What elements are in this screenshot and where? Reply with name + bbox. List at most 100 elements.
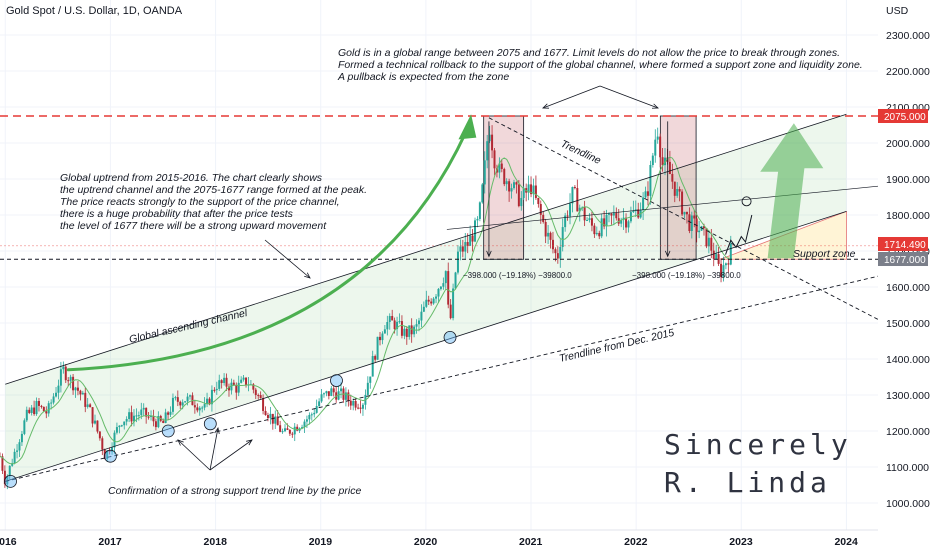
time-axis[interactable]: 2016 2017 2018 2019 2020 2021 2022 2023 2024: [0, 529, 878, 548]
candle-body: [469, 235, 472, 246]
candle-body: [352, 401, 355, 406]
candle-body: [113, 432, 116, 448]
candle-body: [544, 221, 547, 237]
candle-body: [396, 321, 399, 330]
projection-up-arrow: [760, 123, 824, 259]
candle-body: [254, 389, 257, 396]
candle-body: [291, 433, 294, 435]
candle-body: [74, 387, 77, 391]
candle-body: [184, 401, 187, 403]
candle-body: [176, 397, 179, 402]
candle-body: [332, 388, 335, 393]
candle-body: [569, 203, 572, 217]
candle-body: [132, 415, 135, 422]
candle-body: [210, 389, 213, 405]
candle-body: [123, 421, 126, 426]
candle-body: [549, 232, 552, 240]
top-note-line-1: Gold is in a global range between 2075 a…: [338, 47, 840, 59]
touch-point-marker: [4, 474, 17, 488]
candle-body: [722, 265, 725, 278]
candle-body: [442, 283, 445, 287]
candle-body: [230, 382, 233, 391]
candle-body: [712, 250, 715, 259]
confirm-arrow-2-head: [214, 426, 220, 434]
y-tick-label: 1600.000: [886, 282, 930, 294]
candle-body: [313, 412, 316, 415]
candle-body: [454, 272, 457, 289]
candle-body: [266, 415, 269, 419]
candle-body: [627, 221, 630, 228]
y-tick-label: 2300.000: [886, 30, 930, 42]
candle-body: [344, 392, 347, 400]
candle-body: [303, 421, 306, 428]
candle-body: [181, 402, 184, 406]
candle-body: [47, 403, 50, 414]
candle-body: [437, 288, 440, 297]
x-tick-label: 2023: [729, 536, 753, 548]
moving-average-line: [0, 156, 731, 465]
candle-body: [40, 405, 43, 407]
candle-body: [215, 388, 218, 391]
candle-body: [320, 394, 323, 402]
candle-body: [366, 382, 369, 395]
candle-body: [18, 442, 21, 451]
candle-body: [37, 401, 40, 406]
candle-body: [425, 299, 428, 307]
candle-body: [98, 431, 101, 439]
left-note-line-2: the uptrend channel and the 2075-1677 ra…: [60, 184, 367, 196]
y-tick-label: 1100.000: [886, 462, 929, 474]
candle-body: [459, 246, 462, 252]
candle-body: [196, 407, 199, 411]
candle-body: [318, 401, 321, 407]
candle-body: [503, 168, 506, 185]
channel-lower-line: [5, 211, 847, 482]
candle-body: [564, 215, 567, 228]
candle-body: [293, 426, 296, 435]
candle-body: [240, 379, 243, 383]
candle-body: [379, 336, 382, 341]
candle-body: [644, 191, 647, 198]
candle-body: [59, 369, 62, 386]
candle-body: [702, 226, 705, 229]
x-tick-label: 2024: [834, 536, 858, 548]
support-zone-label: Support zone: [793, 248, 856, 260]
touch-point-marker: [161, 424, 175, 438]
candle-body: [84, 392, 87, 407]
candle-body: [417, 320, 420, 325]
top-note-line-2: Formed a technical rollback to the suppo…: [338, 59, 863, 71]
candle-body: [288, 429, 291, 434]
y-tick-label: 1000.000: [886, 498, 930, 510]
candle-body: [505, 181, 508, 185]
confirm-arrow-1: [177, 439, 211, 471]
candle-body: [118, 425, 121, 428]
upper-level-tag-text: 2075.000: [884, 112, 926, 123]
candle-body: [213, 389, 216, 391]
candle-body: [25, 409, 28, 421]
candle-body: [388, 316, 391, 323]
candle-body: [493, 150, 496, 169]
candle-body: [371, 356, 374, 377]
candle-body: [67, 380, 70, 382]
candle-body: [264, 410, 267, 416]
candle-body: [245, 377, 248, 385]
candle-body: [206, 398, 209, 405]
touch-point-marker: [443, 330, 457, 344]
candle-body: [357, 407, 360, 409]
channel-upper-line: [5, 113, 847, 385]
candle-body: [576, 188, 579, 212]
candle-body: [391, 316, 394, 321]
candle-body: [201, 407, 204, 409]
x-tick-label: 2021: [519, 536, 543, 548]
candle-body: [69, 376, 72, 381]
candle-body: [115, 427, 118, 433]
candle-body: [461, 246, 464, 252]
candle-body: [220, 380, 223, 384]
candle-body: [106, 450, 109, 460]
candle-body: [20, 433, 23, 443]
candle-body: [376, 336, 379, 360]
candle-body: [130, 412, 133, 422]
candle-body: [1, 456, 4, 471]
candle-body: [89, 404, 92, 408]
candle-body: [64, 366, 67, 381]
candle-body: [225, 377, 228, 387]
